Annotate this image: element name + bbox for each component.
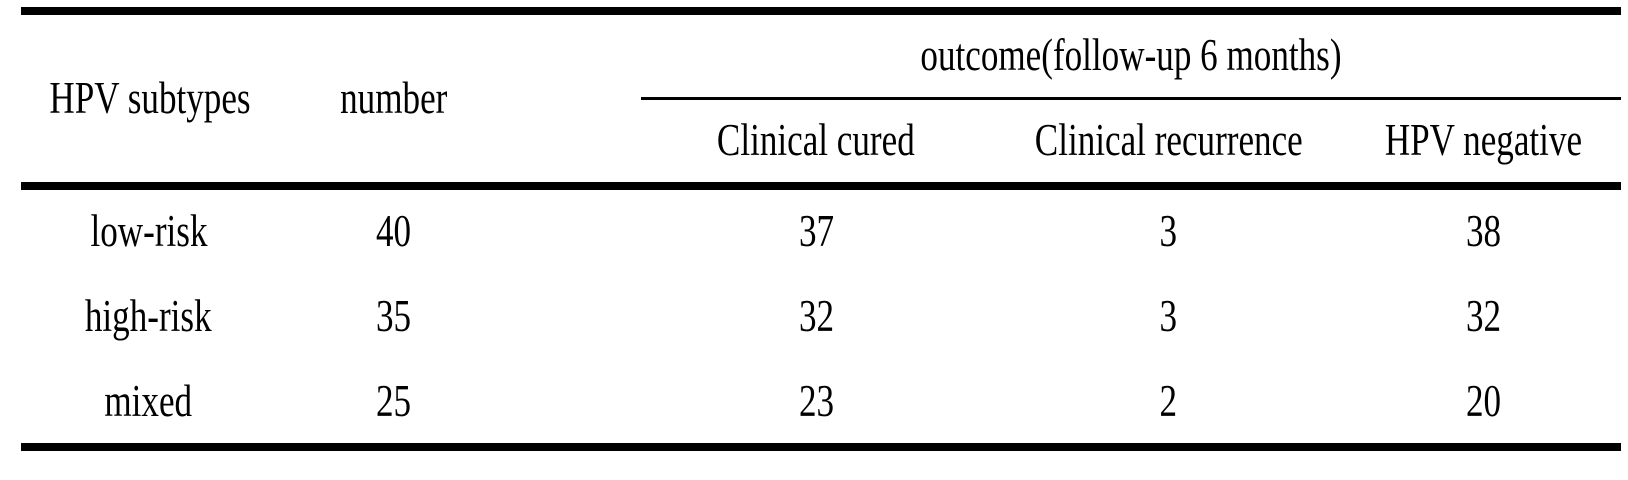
table-row-mixed: mixed 25 23 2 20 [21, 360, 1621, 447]
column-header-label: HPV negative [1384, 115, 1583, 166]
column-header-label: Clinical recurrence [1034, 115, 1303, 166]
column-header-label: Clinical cured [717, 115, 915, 166]
table-row-low-risk: low-risk 40 37 3 38 [21, 186, 1621, 273]
subtype-cell: low-risk [21, 186, 276, 273]
cell-value: high-risk [85, 291, 212, 341]
cell-value: 2 [1159, 376, 1178, 426]
cell-value: 25 [375, 376, 412, 426]
group-header-label: outcome(follow-up 6 months) [920, 30, 1342, 81]
group-header-row: HPV subtypes number outcome(follow-up 6 … [21, 11, 1622, 121]
number-cell: 35 [276, 273, 511, 360]
cell-value: 40 [375, 206, 412, 256]
cell-value: 38 [1465, 206, 1502, 256]
hpv-negative-cell: 38 [1346, 186, 1621, 273]
cell-value: 3 [1159, 206, 1178, 256]
column-header-number: number [276, 11, 511, 186]
cell-value: 32 [1465, 291, 1502, 341]
column-header-hpv-negative: HPV negative [1346, 98, 1621, 186]
cell-value: 3 [1159, 291, 1178, 341]
cell-value: 32 [798, 291, 834, 341]
column-header-hpv-subtypes: HPV subtypes [21, 11, 276, 186]
cell-value: 23 [798, 376, 834, 426]
clinical-cured-cell: 23 [641, 360, 991, 447]
spacer-cell [511, 11, 641, 186]
clinical-cured-cell: 37 [641, 186, 991, 273]
table-body: low-risk 40 37 3 38 high-risk 35 32 3 32… [21, 186, 1621, 447]
hpv-outcome-table: HPV subtypes number outcome(follow-up 6 … [21, 7, 1622, 451]
spacer-cell [511, 360, 641, 447]
column-header-clinical-recurrence: Clinical recurrence [991, 98, 1346, 186]
cell-value: mixed [104, 376, 193, 426]
hpv-negative-cell: 32 [1346, 273, 1621, 360]
column-header-label: number [339, 73, 448, 123]
table-header: HPV subtypes number outcome(follow-up 6 … [21, 11, 1622, 186]
cell-value: low-risk [90, 206, 207, 256]
hpv-negative-cell: 20 [1346, 360, 1621, 447]
clinical-recurrence-cell: 2 [991, 360, 1346, 447]
clinical-recurrence-cell: 3 [991, 186, 1346, 273]
group-header-outcome: outcome(follow-up 6 months) [641, 11, 1622, 100]
subtype-cell: high-risk [21, 273, 276, 360]
spacer-cell [511, 186, 641, 273]
table-row-high-risk: high-risk 35 32 3 32 [21, 273, 1621, 360]
clinical-cured-cell: 32 [641, 273, 991, 360]
cell-value: 20 [1465, 376, 1502, 426]
sub-header-row: Clinical cured Clinical recurrence HPV n… [21, 98, 1621, 186]
spacer-cell [511, 273, 641, 360]
column-header-clinical-cured: Clinical cured [641, 98, 991, 186]
cell-value: 35 [375, 291, 412, 341]
number-cell: 25 [276, 360, 511, 447]
column-header-label: HPV subtypes [49, 73, 251, 123]
number-cell: 40 [276, 186, 511, 273]
subtype-cell: mixed [21, 360, 276, 447]
cell-value: 37 [798, 206, 834, 256]
clinical-recurrence-cell: 3 [991, 273, 1346, 360]
